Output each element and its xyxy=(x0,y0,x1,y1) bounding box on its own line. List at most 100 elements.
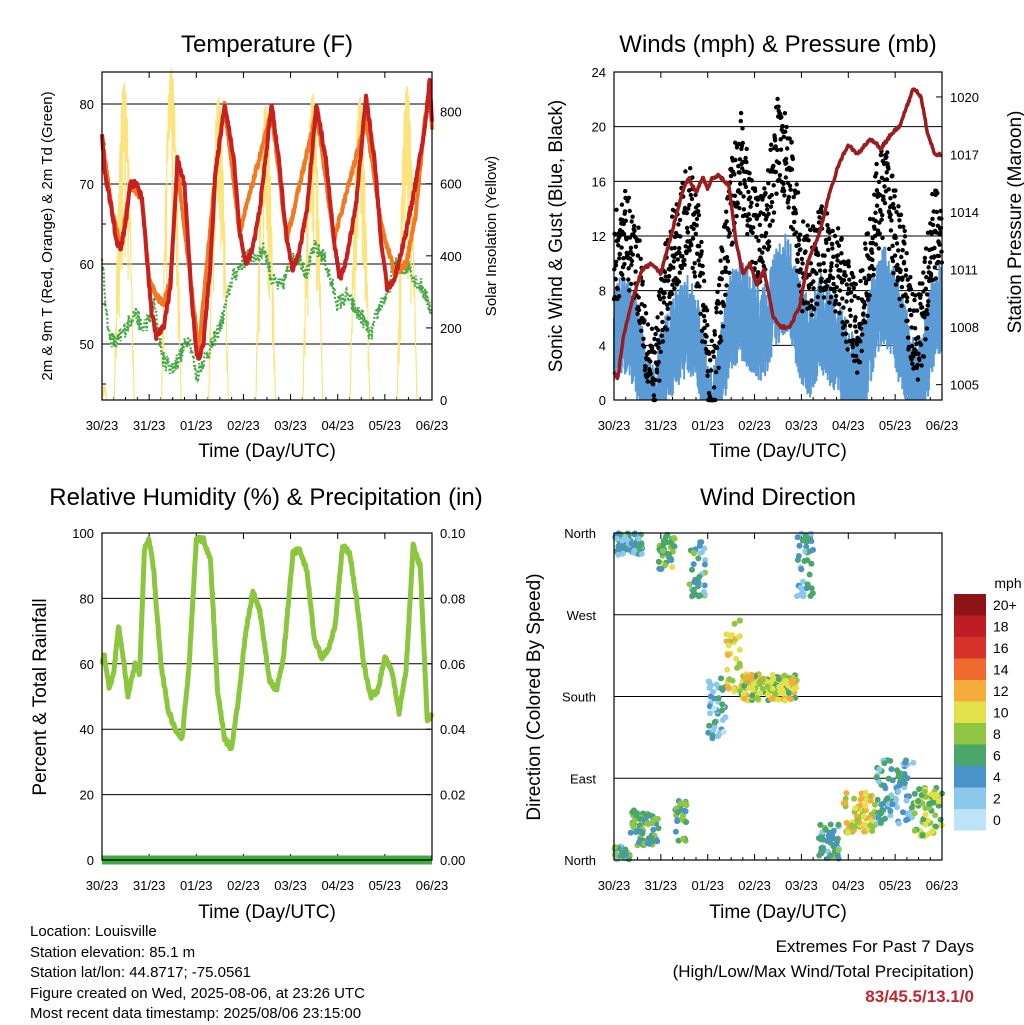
gust-point xyxy=(678,234,683,239)
gust-point xyxy=(623,188,628,194)
gust-point xyxy=(767,222,773,228)
gust-point xyxy=(877,231,882,236)
direction-point xyxy=(748,676,755,683)
gust-point xyxy=(805,300,811,306)
station-info: Location: Louisville Station elevation: … xyxy=(30,922,365,1025)
gust-point xyxy=(934,230,939,235)
gust-point xyxy=(836,243,842,248)
gust-point xyxy=(623,218,628,223)
gust-point xyxy=(653,331,658,337)
gust-point xyxy=(697,244,702,249)
direction-point xyxy=(854,817,861,824)
winds-xtick-label: 04/23 xyxy=(832,418,865,433)
direction-point xyxy=(749,686,756,693)
gust-point xyxy=(636,295,641,300)
solar-insolation-line xyxy=(255,104,277,401)
gust-point xyxy=(784,160,789,166)
gust-point xyxy=(630,214,635,219)
temperature-xtick-label: 01/23 xyxy=(180,418,213,433)
gust-point xyxy=(847,277,852,282)
direction-point xyxy=(878,801,885,808)
direction-frame xyxy=(613,532,943,861)
temperature-xtick-label: 30/23 xyxy=(86,418,119,433)
winds-ytick-label: 24 xyxy=(592,65,606,80)
direction-point xyxy=(638,541,645,548)
direction-point xyxy=(689,566,695,573)
gust-point xyxy=(854,329,859,334)
gust-point xyxy=(705,323,710,328)
gust-point xyxy=(687,202,692,208)
latlon-text: Station lat/lon: 44.8717; -75.0561 xyxy=(30,964,252,981)
direction-point xyxy=(887,757,894,764)
gust-point xyxy=(848,323,853,328)
gust-point xyxy=(684,250,689,256)
direction-point xyxy=(790,686,797,693)
gust-point xyxy=(799,256,804,262)
extremes-title: Extremes For Past 7 Days xyxy=(775,937,974,956)
gust-point xyxy=(840,296,845,301)
gust-point xyxy=(663,274,668,279)
humidity-y2tick-label: 0.08 xyxy=(440,591,465,606)
gust-point xyxy=(718,310,723,315)
winds-plot: 0 4 8 12 16 20 24 1005 1008 1011 1014 1017 1020 30/23… xyxy=(592,65,979,433)
winds-xtick-label: 06/23 xyxy=(926,418,959,433)
gust-point xyxy=(746,189,751,195)
direction-point xyxy=(804,581,811,588)
gust-point xyxy=(770,218,775,223)
direction-point xyxy=(882,815,888,822)
direction-point xyxy=(623,851,629,858)
gust-point xyxy=(815,294,820,300)
direction-point xyxy=(710,688,717,695)
gust-point xyxy=(646,349,652,355)
gust-point xyxy=(637,238,642,243)
gust-point xyxy=(902,228,907,234)
gust-point xyxy=(902,241,907,246)
gust-point xyxy=(635,311,640,317)
gust-point xyxy=(751,225,756,230)
direction-point xyxy=(705,678,712,685)
gust-point xyxy=(773,169,779,175)
direction-point xyxy=(808,560,815,567)
direction-point xyxy=(736,660,743,667)
gust-point xyxy=(655,328,661,333)
gust-point xyxy=(788,187,793,192)
gust-point xyxy=(830,275,836,281)
gust-point xyxy=(727,270,732,275)
gust-point xyxy=(849,298,854,303)
winds-xtick-label: 31/23 xyxy=(645,418,678,433)
direction-point xyxy=(749,692,756,699)
gust-point xyxy=(738,118,743,124)
direction-point xyxy=(633,812,640,819)
gust-point xyxy=(932,254,937,259)
gust-point xyxy=(897,224,903,229)
gust-point xyxy=(642,318,647,323)
gust-point xyxy=(866,297,871,302)
gust-point xyxy=(702,318,707,324)
gust-point xyxy=(791,194,796,200)
direction-point xyxy=(808,585,815,592)
winds-ytick-label: 16 xyxy=(592,174,606,189)
gust-point xyxy=(909,312,914,318)
gust-point xyxy=(793,211,799,216)
gust-point xyxy=(876,179,882,185)
direction-point xyxy=(707,710,713,717)
direction-point xyxy=(860,813,867,820)
gust-point xyxy=(925,303,930,308)
direction-point xyxy=(690,549,697,556)
gust-point xyxy=(756,238,761,243)
winds-frame xyxy=(613,71,943,401)
gust-point xyxy=(702,325,707,331)
gust-point xyxy=(819,204,824,209)
gust-point xyxy=(857,360,863,365)
gust-point xyxy=(891,271,896,276)
humidity-line xyxy=(99,534,435,752)
gust-point xyxy=(871,272,876,278)
gust-point xyxy=(909,325,914,330)
gust-point xyxy=(825,223,830,228)
gust-point xyxy=(688,166,693,171)
gust-point xyxy=(775,147,780,153)
direction-point xyxy=(725,685,732,692)
humidity-y2tick-label: 0.06 xyxy=(440,657,465,672)
direction-point xyxy=(867,797,874,804)
direction-point xyxy=(740,690,747,697)
